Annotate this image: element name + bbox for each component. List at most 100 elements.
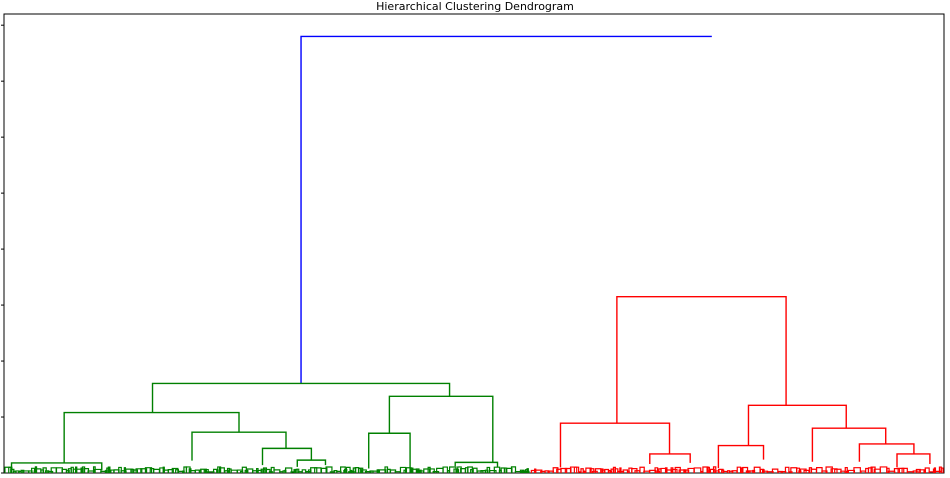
- dendrogram-leaf-link: [897, 467, 905, 473]
- dendrogram-leaf-link: [742, 466, 749, 473]
- dendrogram-leaf-link: [415, 468, 420, 473]
- dendrogram-leaf-link: [654, 467, 659, 473]
- dendrogram-leaf-link: [314, 467, 322, 473]
- dendrogram-leaf-link: [560, 467, 568, 473]
- dendrogram-leaf-link: [591, 470, 598, 473]
- dendrogram-leaf-link: [320, 467, 328, 473]
- dendrogram-leaf-link: [409, 467, 414, 473]
- dendrogram-link: [388, 395, 494, 463]
- dendrogram-leaf-link: [167, 469, 174, 473]
- dendrogram-leaf-link: [257, 469, 263, 473]
- dendrogram-leaf-link: [844, 466, 848, 473]
- dendrogram-leaf-link: [284, 467, 293, 473]
- dendrogram-leaf-link: [185, 466, 191, 473]
- dendrogram-leaf-link: [144, 467, 153, 473]
- dendrogram-leaf-link: [784, 466, 790, 473]
- dendrogram-leaf-link: [552, 467, 559, 473]
- dendrogram-leaf-link: [527, 470, 530, 473]
- dendrogram-link: [296, 459, 327, 467]
- dendrogram-leaf-link: [386, 468, 391, 473]
- dendrogram-leaf-link: [901, 467, 908, 473]
- dendrogram-leaf-link: [432, 471, 440, 473]
- dendrogram-leaf-link: [411, 468, 418, 473]
- dendrogram-leaf-link: [360, 467, 364, 473]
- dendrogram-leaf-link: [50, 467, 57, 473]
- dendrogram-leaf-link: [428, 468, 435, 473]
- dendrogram-leaf-link: [135, 468, 143, 473]
- plot-frame: [3, 13, 945, 474]
- dendrogram-leaf-link: [217, 466, 222, 473]
- dendrogram-leaf-link: [417, 469, 422, 473]
- dendrogram-leaf-link: [449, 466, 457, 473]
- dendrogram-leaf-link: [514, 470, 523, 473]
- dendrogram-leaf-link: [853, 467, 861, 473]
- dendrogram-leaf-link: [777, 470, 783, 473]
- dendrogram-leaf-link: [152, 468, 161, 473]
- dendrogram-leaf-link: [427, 466, 431, 473]
- dendrogram-leaf-link: [825, 466, 833, 473]
- dendrogram-leaf-link: [573, 466, 580, 473]
- dendrogram-leaf-link: [912, 470, 919, 473]
- dendrogram-leaf-link: [886, 467, 890, 473]
- dendrogram-leaf-link: [619, 467, 622, 473]
- dendrogram-link: [747, 404, 847, 446]
- dendrogram-leaf-link: [648, 469, 657, 473]
- dendrogram-leaf-link: [310, 467, 318, 473]
- dendrogram-leaf-link: [940, 467, 944, 473]
- dendrogram-leaf-link: [893, 468, 900, 473]
- dendrogram-leaf-link: [799, 468, 807, 473]
- dendrogram-link: [559, 422, 671, 468]
- dendrogram-leaf-link: [436, 467, 444, 473]
- dendrogram-leaf-link: [47, 470, 54, 473]
- dendrogram-leaf-link: [830, 468, 838, 473]
- dendrogram-leaf-link: [569, 466, 578, 473]
- dendrogram-leaf-link: [364, 470, 372, 473]
- dendrogram-leaf-link: [200, 468, 207, 473]
- dendrogram-link: [261, 447, 313, 466]
- dendrogram-leaf-link: [224, 470, 230, 473]
- dendrogram-link: [896, 453, 931, 468]
- dendrogram-leaf-link: [709, 468, 715, 473]
- dendrogram-link: [191, 431, 287, 461]
- dendrogram-leaf-link: [251, 470, 258, 473]
- dendrogram-link: [300, 35, 712, 384]
- dendrogram-leaf-link: [405, 467, 412, 473]
- dendrogram-leaf-link: [519, 469, 525, 473]
- dendrogram-link: [811, 427, 887, 462]
- dendrogram-leaf-link: [140, 468, 148, 473]
- dendrogram-link: [10, 462, 103, 471]
- dendrogram-leaf-link: [585, 467, 592, 473]
- dendrogram-leaf-link: [510, 466, 517, 473]
- dendrogram-leaf-link: [4, 466, 12, 473]
- dendrogram-leaf-link: [325, 466, 333, 473]
- dendrogram-leaf-link: [81, 466, 86, 473]
- dendrogram-link: [454, 461, 499, 468]
- dendrogram-link: [616, 295, 787, 424]
- dendrogram-link: [858, 443, 915, 462]
- dendrogram-leaf-link: [472, 467, 478, 473]
- dendrogram-leaf-link: [821, 470, 828, 473]
- dendrogram-leaf-link: [867, 467, 873, 473]
- dendrogram-leaf-link: [693, 467, 702, 473]
- dendrogram-leaf-link: [712, 466, 717, 473]
- dendrogram-leaf-link: [816, 467, 823, 473]
- dendrogram-leaf-link: [476, 470, 484, 473]
- dendrogram-leaf-link: [678, 469, 686, 473]
- dendrogram-link: [151, 382, 451, 413]
- dendrogram-link: [649, 453, 691, 465]
- dendrogram-leaf-link: [736, 466, 742, 473]
- dendrogram-leaf-link: [870, 466, 876, 473]
- dendrogram-leaf-link: [639, 466, 645, 473]
- dendrogram-leaf-link: [933, 467, 937, 473]
- dendrogram-leaf-link: [684, 469, 690, 473]
- dendrogram-link: [368, 432, 411, 469]
- dendrogram-leaf-link: [442, 466, 449, 473]
- dendrogram-leaf-link: [702, 466, 709, 473]
- dendrogram-leaf-link: [834, 468, 842, 473]
- dendrogram-leaf-link: [125, 468, 133, 473]
- dendrogram-link: [717, 444, 765, 468]
- dendrogram-leaf-link: [600, 468, 604, 473]
- dendrogram-leaf-link: [924, 467, 930, 473]
- dendrogram-leaf-link: [489, 469, 497, 473]
